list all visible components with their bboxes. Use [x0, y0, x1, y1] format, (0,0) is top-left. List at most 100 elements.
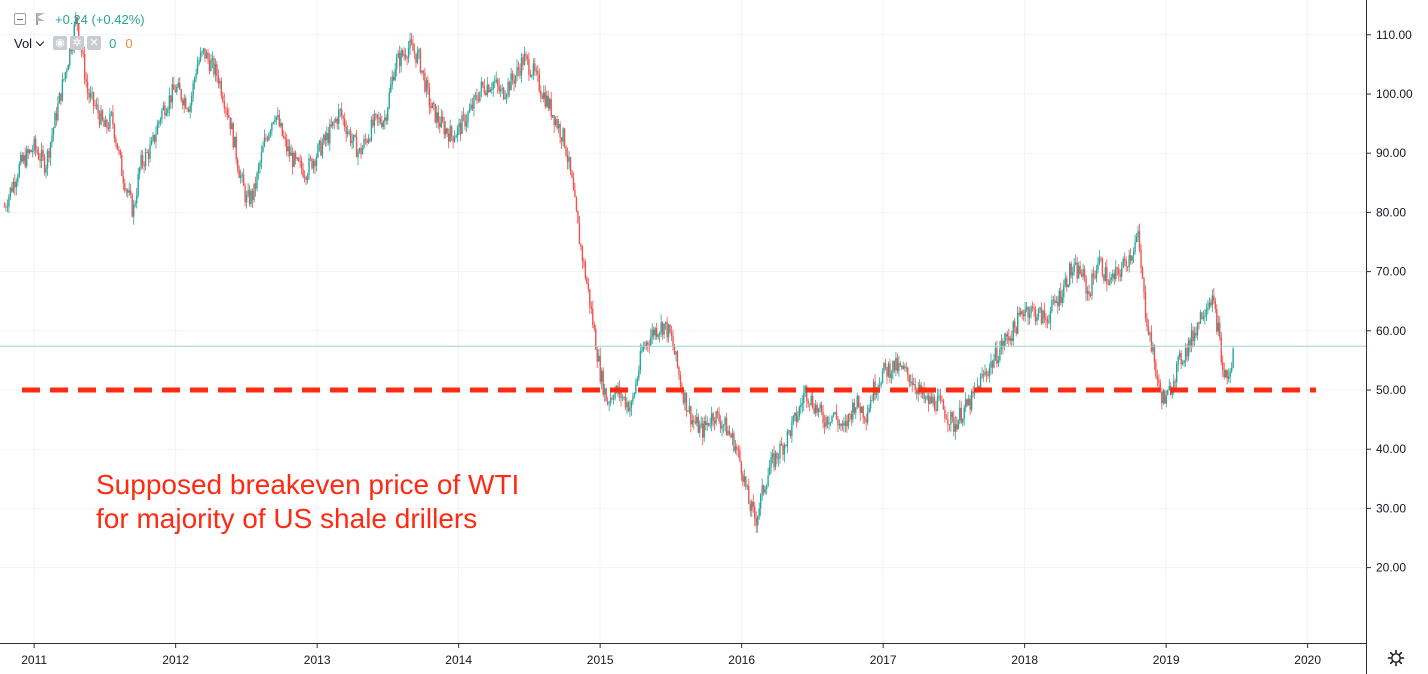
candle [923, 381, 925, 404]
legend-price-row: +0.24 (+0.42%) [14, 10, 145, 28]
candle [739, 445, 741, 463]
candle [260, 145, 263, 170]
candle [910, 374, 912, 387]
candle [1033, 303, 1035, 317]
candle [45, 164, 47, 179]
settings-gear-icon[interactable] [1387, 649, 1405, 667]
candle [939, 388, 942, 404]
candle [398, 45, 401, 74]
candle [5, 202, 7, 212]
candle [534, 58, 536, 76]
candle [236, 157, 239, 174]
candle [124, 178, 126, 193]
candle [207, 48, 209, 64]
candle [343, 112, 346, 132]
candle [351, 133, 353, 150]
volume-label[interactable]: Vol [14, 35, 33, 51]
candle [349, 127, 352, 147]
candle [409, 32, 411, 56]
candle [388, 87, 390, 110]
candle [1143, 276, 1145, 300]
candle [6, 199, 9, 213]
eye-icon[interactable]: ◉ [53, 36, 68, 50]
candle [930, 391, 933, 404]
candle [158, 120, 160, 129]
candle [445, 121, 447, 139]
candle [375, 113, 377, 121]
candle [300, 156, 303, 175]
candle [489, 87, 491, 93]
candle [635, 378, 637, 395]
candle [1196, 321, 1199, 341]
candle [192, 80, 194, 102]
candle [580, 243, 582, 251]
candle [794, 412, 796, 422]
candle [34, 135, 37, 157]
candle [306, 172, 309, 184]
candle [538, 68, 541, 94]
candle [847, 413, 850, 430]
candle [957, 419, 959, 430]
candles [3, 11, 1234, 533]
candle [364, 133, 367, 145]
candle [40, 142, 43, 169]
candle [513, 74, 515, 92]
candle [225, 106, 227, 118]
candle [1022, 309, 1025, 321]
candle [60, 93, 62, 106]
candle [1051, 295, 1053, 314]
chevron-down-icon[interactable] [35, 37, 45, 46]
candle [176, 83, 178, 95]
x-tick-label-8: 2019 [1153, 653, 1180, 667]
candle [177, 77, 179, 89]
candle [187, 106, 190, 113]
candle [1082, 263, 1084, 281]
candle [256, 171, 258, 192]
candle [630, 399, 633, 416]
candle [893, 360, 896, 373]
candle [461, 111, 463, 135]
candle [1122, 256, 1124, 269]
candle [198, 57, 200, 66]
candle [1027, 306, 1029, 326]
candle [1220, 332, 1222, 366]
flag-icon[interactable] [36, 13, 46, 25]
gear-icon[interactable]: ✲ [70, 36, 85, 50]
candle [840, 423, 842, 432]
candle [1132, 247, 1135, 264]
candle [345, 120, 347, 142]
candle [525, 51, 527, 62]
x-tick-label-3: 2014 [445, 653, 472, 667]
candle [127, 188, 129, 198]
candle [470, 98, 472, 111]
candle [611, 394, 613, 401]
candle [798, 405, 801, 421]
candle [1074, 254, 1077, 266]
candle [430, 98, 432, 113]
candle [1037, 307, 1040, 321]
candle [1070, 261, 1072, 279]
candle [795, 406, 798, 428]
candle [174, 84, 176, 93]
candle [272, 121, 275, 125]
candle [1193, 326, 1196, 346]
candle [626, 397, 628, 415]
candle [966, 398, 968, 407]
candle [293, 150, 295, 168]
collapse-icon[interactable] [14, 13, 26, 25]
candle [1205, 303, 1208, 322]
candle [828, 415, 830, 431]
candle [838, 419, 841, 430]
candle [712, 411, 714, 428]
candle [1207, 300, 1209, 315]
candle [1204, 309, 1206, 325]
candle [20, 151, 22, 166]
candle [190, 91, 193, 113]
candle [598, 349, 600, 363]
candle [673, 343, 676, 355]
candle [150, 136, 153, 146]
candle [881, 368, 884, 384]
close-icon[interactable]: ✕ [87, 36, 102, 50]
candle [950, 409, 952, 432]
